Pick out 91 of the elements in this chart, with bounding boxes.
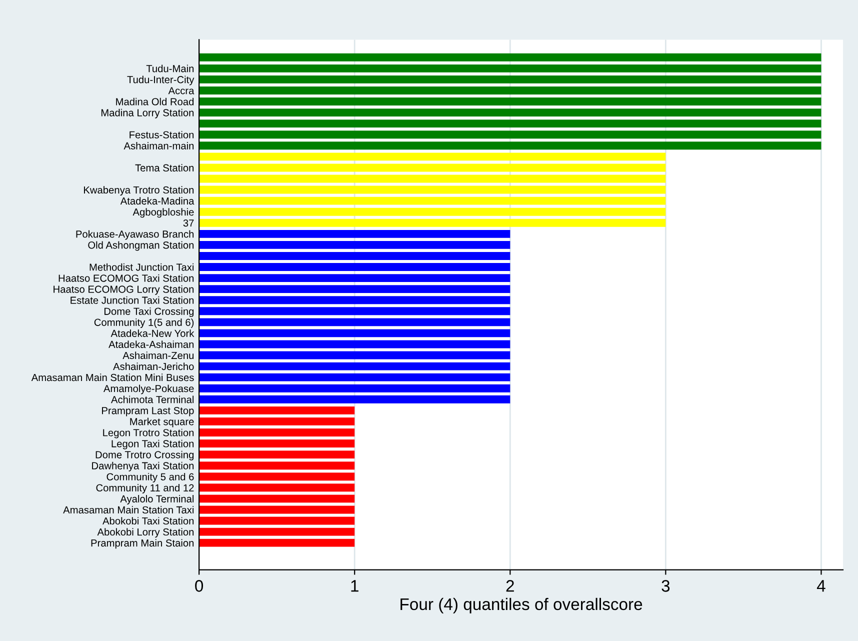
y-tick-label: Dawhenya Taxi Station bbox=[92, 462, 194, 472]
y-tick-label: Tema Station bbox=[135, 164, 194, 172]
y-tick-label: Community 5 and 6 bbox=[106, 472, 194, 482]
bar bbox=[199, 164, 666, 172]
bar bbox=[199, 86, 822, 94]
x-tick-label: 3 bbox=[662, 580, 670, 592]
y-tick-label: Madina Lorry Station bbox=[101, 108, 194, 118]
y-tick-label: Prampram Main Staion bbox=[91, 539, 194, 549]
bar bbox=[199, 318, 510, 326]
bar bbox=[199, 307, 510, 316]
x-tick-label: 2 bbox=[506, 580, 514, 592]
bar bbox=[199, 64, 822, 72]
x-tick-label: 1 bbox=[351, 580, 358, 592]
y-tick-label: Dome Taxi Crossing bbox=[104, 307, 194, 317]
bar bbox=[199, 53, 822, 62]
bar bbox=[199, 538, 355, 547]
y-tick-label: Atadeka-New York bbox=[110, 330, 194, 337]
y-tick-label: Atadeka-Madina bbox=[120, 197, 194, 205]
y-tick-label: Ashaiman-Zenu bbox=[122, 352, 194, 360]
y-tick-label: Amamolye-Pokuase bbox=[103, 384, 194, 394]
bar bbox=[199, 406, 355, 414]
bar bbox=[199, 218, 666, 227]
bar bbox=[199, 351, 510, 360]
y-tick-label: Ashaiman-main bbox=[124, 142, 194, 150]
y-tick-label: Haatso ECOMOG Taxi Station bbox=[58, 274, 194, 282]
y-tick-label: Accra bbox=[168, 87, 194, 94]
y-tick-label: Amasaman Main Station Taxi bbox=[63, 506, 194, 514]
y-tick-label: Madina Old Road bbox=[116, 98, 194, 106]
y-tick-label: Ashaiman-Jericho bbox=[113, 362, 194, 370]
bar bbox=[199, 252, 510, 260]
bar bbox=[199, 230, 510, 238]
bar bbox=[199, 395, 510, 404]
bar bbox=[199, 186, 666, 194]
y-tick-label: Legon Trotro Station bbox=[103, 428, 194, 438]
bar bbox=[199, 417, 355, 426]
y-tick-label: Methodist Junction Taxi bbox=[90, 263, 194, 271]
y-tick-label: Tudu-Inter-City bbox=[127, 76, 194, 86]
bar bbox=[199, 152, 666, 161]
y-tick-label: Market square bbox=[130, 418, 194, 428]
y-tick-label: Legon Taxi Station bbox=[112, 440, 194, 450]
bar bbox=[199, 506, 355, 514]
bar bbox=[199, 75, 822, 84]
bar bbox=[199, 285, 510, 294]
bar bbox=[199, 120, 822, 128]
bar bbox=[199, 472, 355, 481]
bar bbox=[199, 440, 355, 448]
bar bbox=[199, 528, 355, 536]
y-tick-label: Community 1(5 and 6) bbox=[94, 318, 194, 328]
bar bbox=[199, 174, 666, 183]
bar bbox=[199, 484, 355, 492]
y-tick-label: Abokobi Lorry Station bbox=[97, 528, 194, 538]
y-tick-label: Amasaman Main Station Mini Buses bbox=[31, 374, 194, 382]
y-tick-label: Haatso ECOMOG Lorry Station bbox=[54, 285, 194, 295]
bar bbox=[199, 384, 510, 392]
bar bbox=[199, 428, 355, 436]
bar bbox=[199, 142, 822, 150]
bar bbox=[199, 296, 510, 304]
bar bbox=[199, 450, 355, 459]
y-tick-label: Agbogbloshie bbox=[132, 208, 194, 218]
y-tick-label: Dome Trotro Crossing bbox=[96, 450, 194, 460]
y-tick-label: Atadeka-Ashaiman bbox=[108, 340, 194, 348]
y-tick-label: Achimota Terminal bbox=[111, 396, 194, 404]
x-axis-title: Four (4) quantiles of overallscore bbox=[400, 598, 642, 614]
bar bbox=[199, 494, 355, 503]
y-tick-label: Ayalolo Terminal bbox=[120, 495, 194, 504]
bar bbox=[199, 98, 822, 106]
bar bbox=[199, 263, 510, 271]
y-tick-label: Abokobi Taxi Station bbox=[102, 517, 194, 525]
y-tick-label: Prampram Last Stop bbox=[102, 407, 194, 416]
bar bbox=[199, 340, 510, 348]
x-tick-label: 4 bbox=[816, 580, 826, 592]
bar bbox=[199, 329, 510, 338]
bar bbox=[199, 208, 666, 216]
y-tick-label: 37 bbox=[183, 219, 194, 227]
y-tick-label: Old Ashongman Station bbox=[88, 241, 194, 251]
y-tick-label: Pokuase-Ayawaso Branch bbox=[76, 230, 194, 240]
y-tick-label: Estate Junction Taxi Station bbox=[70, 296, 194, 304]
bar bbox=[199, 240, 510, 249]
bar bbox=[199, 274, 510, 282]
y-tick-label: Kwabenya Trotro Station bbox=[84, 186, 194, 196]
bar bbox=[199, 462, 355, 470]
y-tick-label: Tudu-Main bbox=[146, 64, 194, 72]
bar bbox=[199, 196, 666, 205]
y-tick-label: Community 11 and 12 bbox=[96, 484, 194, 494]
bar bbox=[199, 130, 822, 139]
bar bbox=[199, 108, 822, 117]
bar bbox=[199, 373, 510, 382]
x-tick-label: 0 bbox=[195, 580, 204, 592]
y-tick-label: Festus-Station bbox=[130, 130, 194, 138]
bar bbox=[199, 362, 510, 370]
bar bbox=[199, 516, 355, 525]
